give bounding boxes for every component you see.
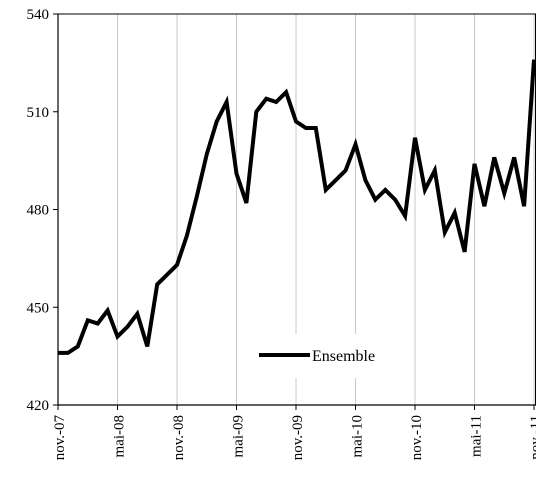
y-axis-ticks: 420 450 480 510 540 — [27, 7, 58, 414]
y-tick-label-0: 420 — [27, 398, 50, 414]
legend-label-ensemble: Ensemble — [312, 348, 375, 365]
y-tick-label-3: 510 — [27, 105, 50, 121]
y-tick-label-1: 450 — [27, 300, 50, 316]
x-tick-label-0: nov.-07 — [52, 415, 68, 461]
x-tick-label-7: mai-11 — [469, 415, 485, 457]
x-tick-label-5: mai-10 — [350, 415, 366, 458]
vertical-gridlines — [117, 14, 535, 405]
x-tick-label-1: mai-08 — [112, 415, 128, 458]
x-tick-label-2: nov.-08 — [171, 415, 187, 460]
x-tick-label-3: mai-09 — [231, 415, 247, 458]
x-tick-label-4: nov.-09 — [290, 415, 306, 460]
y-tick-label-4: 540 — [27, 7, 50, 23]
legend: Ensemble — [245, 334, 405, 378]
x-tick-label-6: nov.-10 — [409, 415, 425, 460]
x-tick-label-8: nov.-11 — [528, 415, 536, 460]
series-line-ensemble — [58, 59, 536, 355]
y-tick-label-2: 480 — [27, 203, 50, 219]
x-axis-ticks: nov.-07 mai-08 nov.-08 mai-09 nov.-09 mai-10 n… — [52, 405, 536, 460]
